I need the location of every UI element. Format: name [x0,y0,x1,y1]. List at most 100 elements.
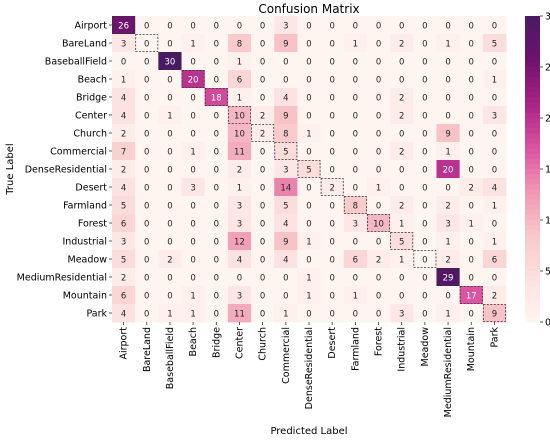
heatmap-cell [366,88,391,107]
cell-value-label: 0 [214,57,219,67]
x-tick-label: BaseballField [165,327,176,389]
heatmap-cell [390,52,414,71]
heatmap-cell [320,106,345,125]
cell-value-label: 0 [422,273,427,283]
cell-value-label: 0 [190,201,195,211]
heatmap-cell [459,106,484,125]
cell-value-label: 0 [329,57,334,67]
colorbar-segment [525,46,540,53]
cell-value-label: 0 [260,93,265,103]
cell-value-label: 0 [306,201,311,211]
heatmap-cell [297,52,321,71]
cell-value-label: 2 [469,183,474,193]
heatmap-cell [112,232,136,251]
colorbar-segment [525,245,540,252]
colorbar-segment [525,276,540,282]
colorbar-segment [525,67,540,73]
heatmap-cell [274,106,298,125]
cell-value-label: 0 [376,273,381,283]
cell-value-label: 0 [422,291,427,301]
heatmap-cell [135,160,159,179]
cell-value-label: 11 [234,147,245,157]
cell-value-label: 0 [214,237,219,247]
cell-value-label: 0 [306,111,311,121]
heatmap-cell [459,268,484,287]
colorbar-tick-label: 30 [545,12,550,23]
cell-value-label: 20 [443,165,454,175]
colorbar-segment [525,281,540,287]
heatmap-cell [112,70,136,89]
heatmap-cell [297,124,321,143]
colorbar-segment [525,204,540,211]
heatmap-cell [390,232,414,251]
cell-value-label: 1 [167,309,172,319]
diagonal-outline [297,160,321,178]
cell-value-label: 0 [214,75,219,85]
heatmap-cell [227,250,252,269]
heatmap-cell [181,232,206,251]
heatmap-cell [297,214,321,233]
heatmap-cell [135,250,159,269]
heatmap-cell [436,88,461,107]
cell-value-label: 0 [260,255,265,265]
heatmap-cell [251,178,275,197]
cell-value-label: 3 [121,39,126,49]
heatmap-cell [181,160,206,179]
heatmap-cell [366,232,391,251]
heatmap-cell [158,52,182,71]
heatmap-cell [482,232,507,251]
heatmap-cell [227,124,252,143]
heatmap-cell [297,268,321,287]
colorbar-segment [525,123,540,129]
heatmap-cell [297,178,321,197]
cell-value-label: 0 [376,309,381,319]
heatmap-cell [413,142,437,161]
heatmap-cell [413,160,437,179]
heatmap-cell [436,124,461,143]
cell-value-label: 0 [144,75,149,85]
cell-value-label: 0 [469,201,474,211]
cell-value-label: 0 [167,129,172,139]
heatmap-cell [366,52,391,71]
colorbar-tick-label: 20 [545,114,550,125]
cell-value-label: 1 [353,291,358,301]
cell-value-label: 9 [445,129,450,139]
heatmap-cell [297,142,321,161]
diagonal-outline [158,52,182,70]
heatmap-cell [274,160,298,179]
cell-value-label: 1 [376,183,381,193]
cell-value-label: 0 [445,57,450,67]
cell-value-label: 0 [422,129,427,139]
cell-value-label: 3 [237,291,242,301]
heatmap-cell [227,106,252,125]
heatmap-cell [251,142,275,161]
cell-value-label: 3 [445,219,450,229]
cell-value-label: 5 [306,165,311,175]
heatmap-cell [320,232,345,251]
heatmap-cell [181,106,206,125]
cell-value-label: 0 [422,21,427,31]
colorbar-segment [525,16,540,22]
cell-value-label: 0 [190,129,195,139]
cell-value-label: 11 [234,309,245,319]
heatmap-cell [112,124,136,143]
heatmap-cell [227,34,252,53]
cell-value-label: 1 [167,111,172,121]
heatmap-cell [181,178,206,197]
heatmap-cell [436,52,461,71]
colorbar-segment [525,225,540,231]
cell-value-label: 1 [190,291,195,301]
colorbar-segment [525,61,540,68]
cell-value-label: 6 [121,219,126,229]
heatmap-cell [181,34,206,53]
heatmap-cell [436,160,461,179]
heatmap-cell [112,286,136,305]
cell-value-label: 0 [353,183,358,193]
heatmap-cell [181,16,206,35]
cell-value-label: 20 [188,75,199,85]
heatmap-cell [158,160,182,179]
heatmap-cell [204,88,229,107]
cell-value-label: 0 [353,237,358,247]
heatmap-cell [459,160,484,179]
heatmap-cell [459,88,484,107]
